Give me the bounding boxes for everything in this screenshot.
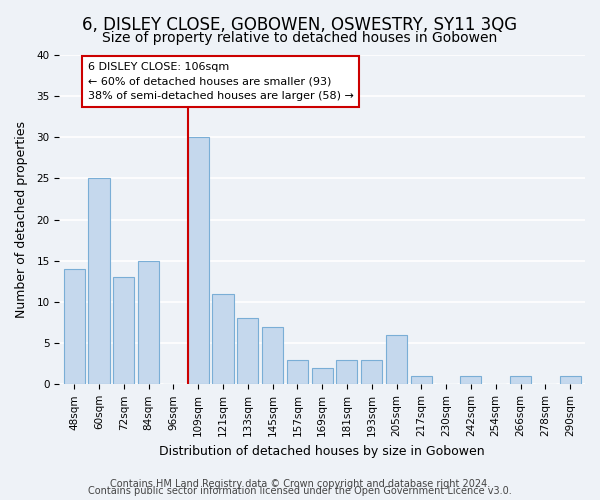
Text: 6 DISLEY CLOSE: 106sqm
← 60% of detached houses are smaller (93)
38% of semi-det: 6 DISLEY CLOSE: 106sqm ← 60% of detached…: [88, 62, 353, 101]
Bar: [262, 326, 283, 384]
Bar: [386, 335, 407, 384]
Bar: [287, 360, 308, 384]
Bar: [237, 318, 259, 384]
Y-axis label: Number of detached properties: Number of detached properties: [15, 121, 28, 318]
Bar: [64, 269, 85, 384]
Text: Contains public sector information licensed under the Open Government Licence v3: Contains public sector information licen…: [88, 486, 512, 496]
Bar: [460, 376, 481, 384]
Bar: [188, 138, 209, 384]
Bar: [361, 360, 382, 384]
Bar: [88, 178, 110, 384]
Text: Size of property relative to detached houses in Gobowen: Size of property relative to detached ho…: [103, 31, 497, 45]
Bar: [510, 376, 531, 384]
Bar: [560, 376, 581, 384]
Text: 6, DISLEY CLOSE, GOBOWEN, OSWESTRY, SY11 3QG: 6, DISLEY CLOSE, GOBOWEN, OSWESTRY, SY11…: [82, 16, 518, 34]
Bar: [138, 261, 159, 384]
Bar: [113, 278, 134, 384]
Bar: [411, 376, 432, 384]
Bar: [212, 294, 233, 384]
Bar: [337, 360, 358, 384]
Text: Contains HM Land Registry data © Crown copyright and database right 2024.: Contains HM Land Registry data © Crown c…: [110, 479, 490, 489]
X-axis label: Distribution of detached houses by size in Gobowen: Distribution of detached houses by size …: [160, 444, 485, 458]
Bar: [311, 368, 332, 384]
